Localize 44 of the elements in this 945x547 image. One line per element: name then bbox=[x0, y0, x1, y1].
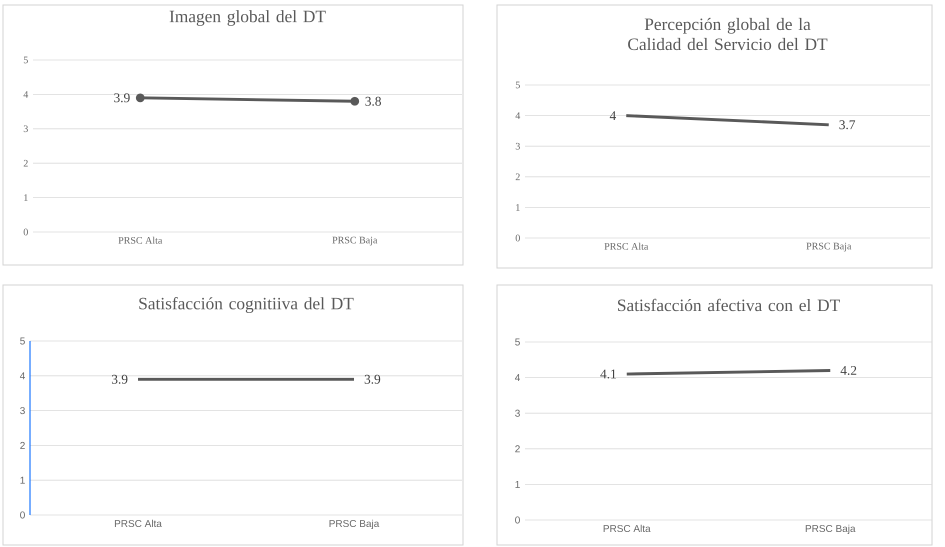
y-tick-label: 0 bbox=[20, 511, 25, 519]
data-label: 3.9 bbox=[114, 93, 130, 102]
y-tick-label: 4 bbox=[20, 372, 25, 380]
y-tick-label: 0 bbox=[516, 234, 520, 242]
x-tick-label: PRSC Baja bbox=[330, 520, 380, 530]
chart-title: Imagen global del DT bbox=[170, 10, 326, 26]
y-tick-label: 5 bbox=[24, 56, 28, 64]
x-tick-label: PRSC Alta bbox=[604, 242, 648, 250]
data-label: 4.2 bbox=[840, 366, 856, 375]
y-tick-label: 2 bbox=[24, 160, 28, 167]
data-label: 4.1 bbox=[600, 370, 616, 379]
y-tick-label: 4 bbox=[514, 374, 520, 382]
x-tick-label: PRSC Alta bbox=[118, 236, 162, 244]
x-tick-label: PRSC Alta bbox=[604, 524, 651, 532]
x-tick-label: PRSC Alta bbox=[114, 520, 162, 528]
data-label: 3.7 bbox=[839, 120, 856, 130]
y-tick-label: 3 bbox=[516, 142, 520, 150]
data-label: 4 bbox=[610, 111, 616, 120]
y-tick-label: 1 bbox=[20, 476, 25, 484]
y-tick-label: 1 bbox=[516, 204, 520, 211]
data-label: 3.9 bbox=[364, 374, 380, 384]
data-label: 3.8 bbox=[365, 96, 381, 106]
y-tick-label: 1 bbox=[24, 194, 28, 201]
y-tick-label: 3 bbox=[515, 410, 520, 417]
y-tick-label: 0 bbox=[24, 228, 28, 236]
y-tick-label: 5 bbox=[516, 82, 520, 88]
x-tick-label: PRSC Baja bbox=[806, 524, 856, 534]
chart-title: Percepción global de la Calidad del Servicio del DT bbox=[628, 18, 828, 50]
y-tick-label: 2 bbox=[515, 445, 520, 452]
y-tick-label: 2 bbox=[516, 174, 520, 180]
y-tick-label: 1 bbox=[515, 480, 520, 488]
y-tick-label: 3 bbox=[24, 125, 28, 132]
x-tick-label: PRSC Baja bbox=[806, 242, 852, 252]
y-tick-label: 5 bbox=[20, 338, 25, 345]
y-tick-label: 4 bbox=[515, 112, 520, 119]
chart-title: Satisfacción afectiva con el DT bbox=[618, 298, 840, 312]
y-tick-label: 5 bbox=[515, 338, 520, 346]
y-tick-label: 0 bbox=[515, 516, 520, 524]
x-tick-label: PRSC Baja bbox=[332, 236, 378, 246]
chart-title: Satisfacción cognitiiva del DT bbox=[139, 297, 354, 313]
y-tick-label: 2 bbox=[20, 442, 25, 449]
y-tick-label: 3 bbox=[20, 407, 25, 414]
data-label: 3.9 bbox=[112, 374, 128, 384]
y-tick-label: 4 bbox=[23, 91, 28, 98]
